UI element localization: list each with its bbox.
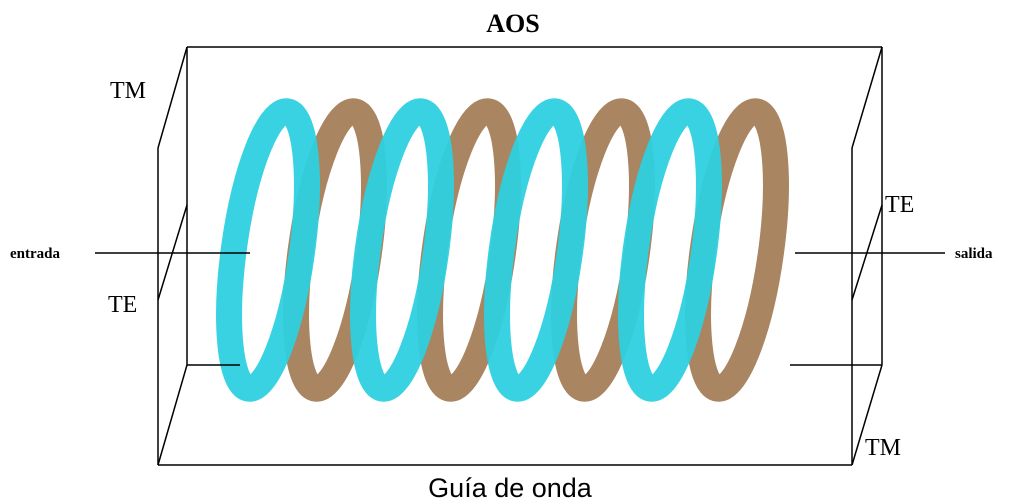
box-edge xyxy=(158,47,187,148)
label: TM xyxy=(110,78,146,104)
helix xyxy=(215,107,790,394)
box-edge xyxy=(852,47,882,148)
diagram: AOS TM TE entrada salida TE TM Guía de o… xyxy=(0,0,1027,504)
label: TE xyxy=(108,292,137,318)
title: AOS xyxy=(486,9,539,38)
label: entrada xyxy=(10,246,60,262)
caption: Guía de onda xyxy=(428,473,593,503)
label: TM xyxy=(865,435,901,461)
label: TE xyxy=(885,192,914,218)
label: salida xyxy=(955,246,993,262)
page: {"title": "AOS", "labels": {"tm_left": "… xyxy=(0,0,1027,504)
box-edge xyxy=(158,365,187,465)
